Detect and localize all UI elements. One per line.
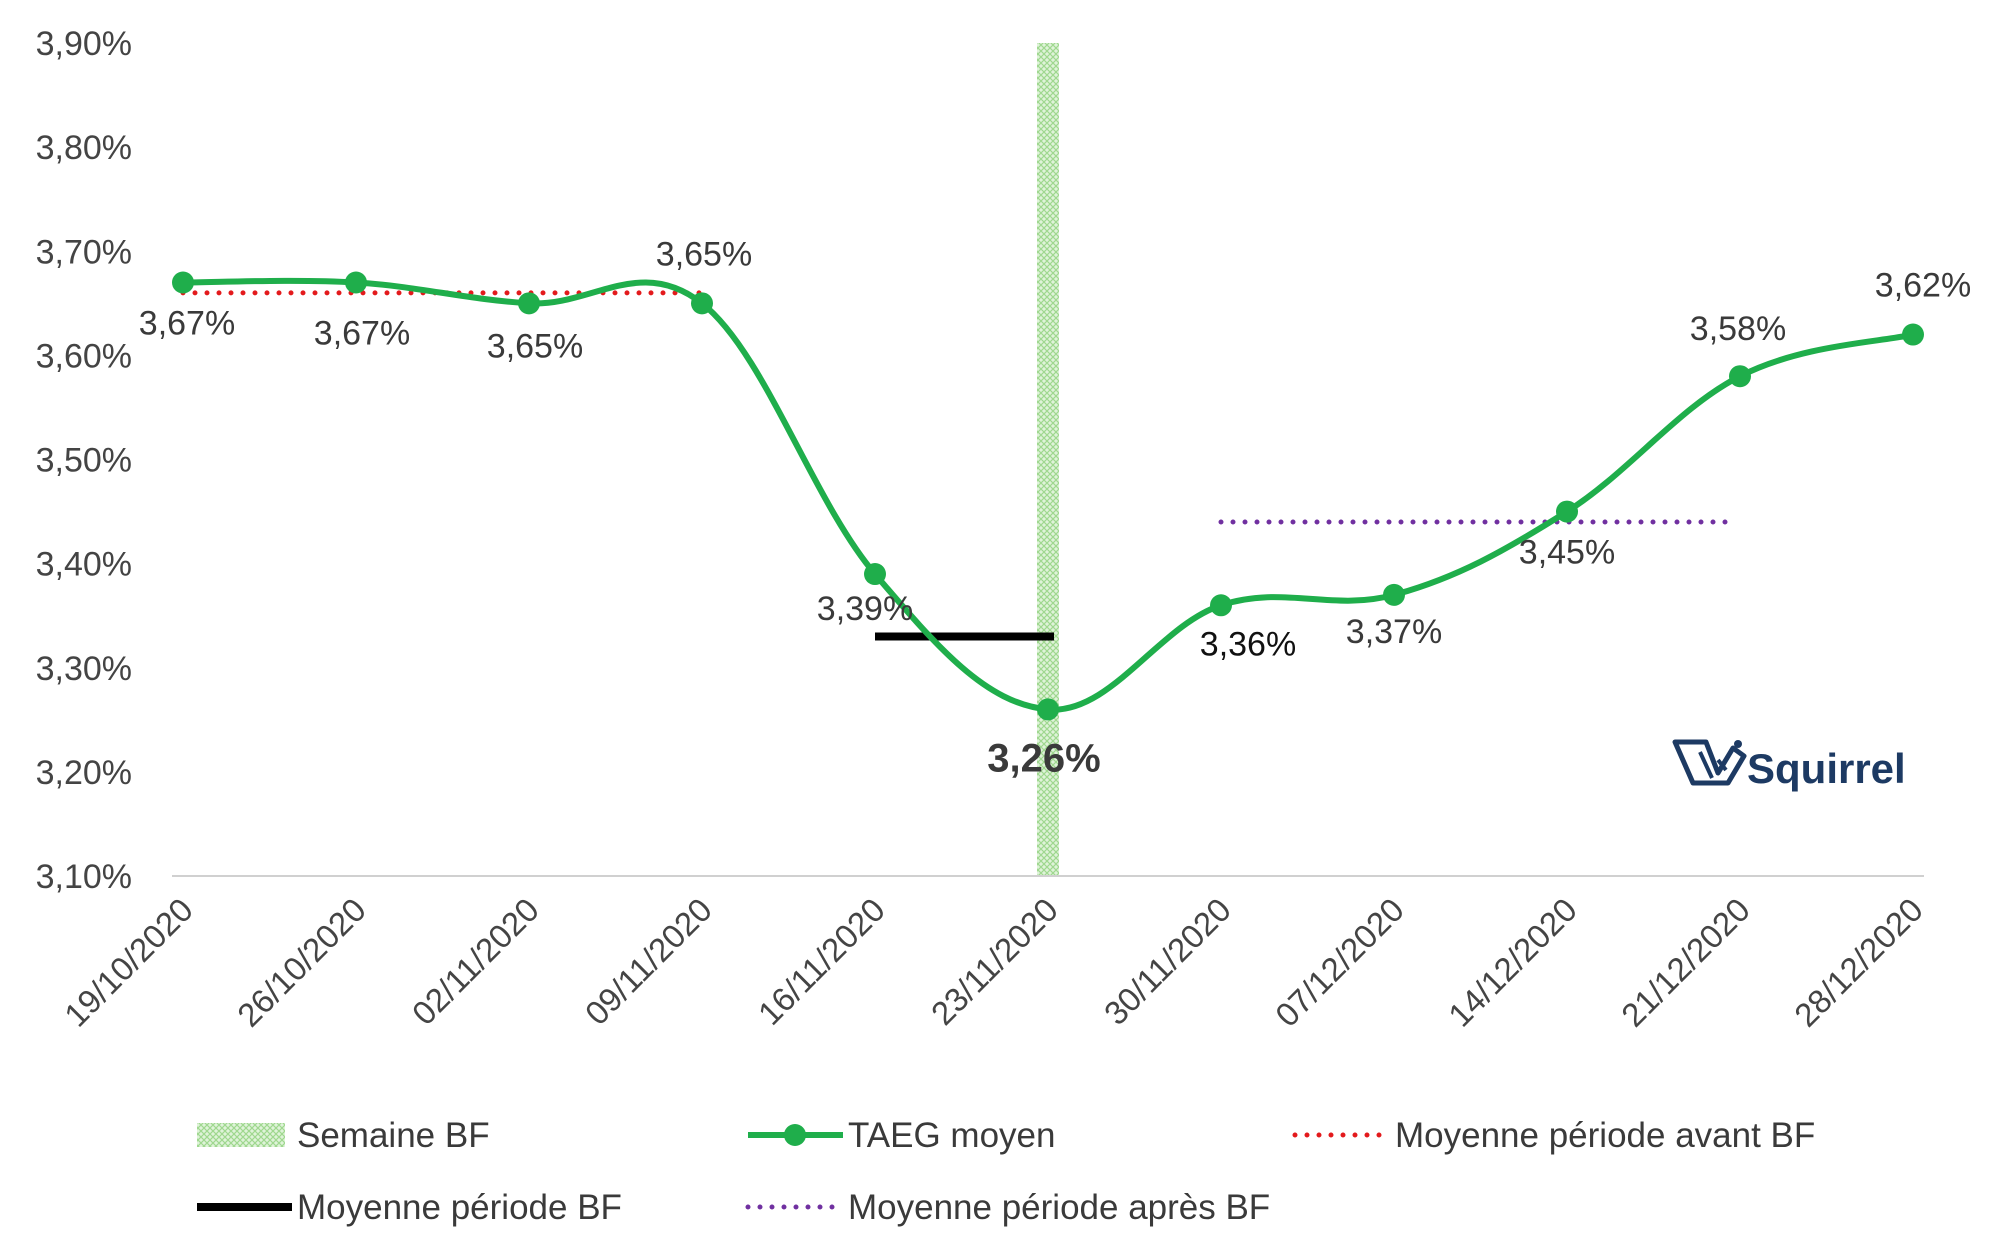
y-tick-label: 3,30% [36,650,132,688]
legend-label: Moyenne période après BF [848,1188,1270,1227]
taeg-moyen-point [1383,583,1405,606]
data-label: 3,62% [1875,267,1971,305]
legend-item-moyenne-periode-apres-bf: Moyenne période après BF [745,1188,1270,1227]
x-tick-label: 19/10/2020 [57,891,200,1034]
legend-swatch-taeg-moyen-marker [784,1124,806,1146]
taeg-moyen-point [1729,365,1751,388]
data-label: 3,58% [1690,310,1786,348]
average-lines [180,290,1735,641]
y-tick-label: 3,40% [36,546,132,584]
data-label: 3,39% [817,590,913,628]
data-label: 3,67% [314,314,410,352]
taeg-moyen-point [1902,323,1924,346]
taeg-moyen-point [1210,594,1232,617]
semaine-bf-band [1037,43,1059,876]
taeg-moyen-point [691,292,713,315]
x-tick-label: 30/11/2020 [1097,891,1238,1032]
data-label: 3,67% [139,304,235,342]
semaine-bf-bar [1037,43,1059,876]
legend-item-moyenne-periode-bf: Moyenne période BF [197,1188,622,1227]
legend-item-semaine-bf: Semaine BF [197,1116,490,1155]
y-tick-label: 3,70% [36,233,132,271]
legend-swatch-semaine-bf [197,1123,285,1147]
x-tick-label: 26/10/2020 [230,891,373,1034]
x-tick-label: 02/11/2020 [405,891,546,1032]
x-tick-label: 16/11/2020 [751,891,892,1032]
y-tick-label: 3,80% [36,129,132,167]
data-label: 3,65% [656,235,752,273]
legend-label: Moyenne période avant BF [1395,1116,1815,1155]
squirrel-logo-icon [1672,739,1747,786]
x-tick-label: 23/11/2020 [924,891,1065,1032]
taeg-moyen-point [518,292,540,315]
legend: Semaine BF TAEG moyen Moyenne période avan… [197,1116,1815,1227]
legend-label: Semaine BF [297,1116,490,1155]
y-axis-ticks: 3,10% 3,20% 3,30% 3,40% 3,50% 3,60% 3,70% 3,80%… [36,25,132,896]
data-label: 3,45% [1519,534,1615,572]
taeg-moyen-point [1037,698,1059,721]
data-label: 3,37% [1346,613,1442,651]
x-tick-label: 14/12/2020 [1441,891,1584,1034]
x-tick-label: 21/12/2020 [1614,891,1757,1034]
legend-label: TAEG moyen [848,1116,1055,1155]
taeg-moyen-point [172,271,194,294]
taeg-moyen-point [1556,500,1578,523]
y-tick-label: 3,90% [36,25,132,63]
y-tick-label: 3,60% [36,337,132,375]
data-label: 3,26% [987,736,1100,780]
taeg-moyen-point [345,271,367,294]
y-tick-label: 3,50% [36,442,132,480]
legend-item-moyenne-periode-avant-bf: Moyenne période avant BF [1292,1116,1815,1155]
data-label: 3,36% [1200,625,1296,663]
legend-label: Moyenne période BF [297,1188,622,1227]
y-tick-label: 3,20% [36,754,132,792]
data-label: 3,65% [487,327,583,365]
data-labels: 3,67% 3,67% 3,65% 3,65% 3,39% 3,26% 3,36% 3,37%… [139,235,1971,780]
y-tick-label: 3,10% [36,858,132,896]
squirrel-logo: Squirrel [1672,739,1906,792]
x-tick-label: 09/11/2020 [578,891,719,1032]
taeg-moyen-point [864,563,886,586]
legend-item-taeg-moyen: TAEG moyen [748,1116,1055,1155]
taeg-moyen-line [182,277,1914,713]
x-tick-label: 28/12/2020 [1787,891,1930,1034]
x-tick-label: 07/12/2020 [1268,891,1411,1034]
taeg-series [172,271,1924,721]
x-axis-ticks: 19/10/2020 26/10/2020 02/11/2020 09/11/2020… [57,891,1930,1034]
squirrel-logo-text: Squirrel [1747,745,1906,792]
